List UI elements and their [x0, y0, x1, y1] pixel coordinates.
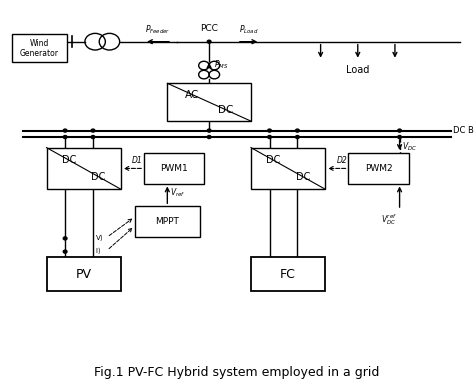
- Bar: [251, 147, 325, 189]
- Circle shape: [63, 129, 67, 132]
- Text: $V_{DC}^{ref}$: $V_{DC}^{ref}$: [381, 212, 397, 227]
- Text: PWM2: PWM2: [365, 164, 392, 173]
- Text: DC: DC: [296, 172, 310, 182]
- Circle shape: [398, 129, 401, 132]
- Circle shape: [295, 129, 299, 132]
- Text: Fig.1 PV-FC Hybrid system employed in a grid: Fig.1 PV-FC Hybrid system employed in a …: [94, 366, 380, 379]
- Bar: [251, 257, 325, 291]
- Circle shape: [398, 135, 401, 139]
- Text: Load: Load: [346, 65, 369, 75]
- Text: $P_{MS}$: $P_{MS}$: [214, 58, 228, 71]
- Circle shape: [295, 135, 299, 139]
- Circle shape: [63, 250, 67, 253]
- Text: AC: AC: [185, 90, 200, 100]
- Text: PV: PV: [76, 268, 91, 281]
- Text: DC: DC: [62, 155, 76, 165]
- Text: Wind
Generator: Wind Generator: [20, 39, 59, 58]
- Bar: [348, 153, 409, 183]
- Circle shape: [268, 135, 272, 139]
- Text: $V_{DC}$: $V_{DC}$: [402, 141, 417, 153]
- Text: DC: DC: [266, 155, 281, 165]
- Text: DC: DC: [91, 172, 106, 182]
- Circle shape: [207, 129, 211, 132]
- Bar: [46, 147, 121, 189]
- Text: D2: D2: [337, 156, 347, 165]
- Text: PWM1: PWM1: [160, 164, 188, 173]
- Text: $V_{ref}$: $V_{ref}$: [170, 186, 185, 199]
- Text: I$\rangle$: I$\rangle$: [95, 245, 101, 256]
- Bar: [167, 83, 251, 121]
- Circle shape: [207, 40, 211, 43]
- Text: $P_{Load}$: $P_{Load}$: [239, 24, 258, 36]
- Text: DC Bus: DC Bus: [453, 126, 474, 135]
- Text: FC: FC: [280, 268, 296, 281]
- Bar: [12, 34, 67, 63]
- Text: PCC: PCC: [200, 24, 218, 33]
- Circle shape: [91, 129, 95, 132]
- Text: D1: D1: [132, 156, 143, 165]
- Text: $P_{Feeder}$: $P_{Feeder}$: [146, 24, 171, 36]
- Bar: [135, 206, 200, 237]
- Bar: [144, 153, 204, 183]
- Bar: [46, 257, 121, 291]
- Circle shape: [91, 135, 95, 139]
- Circle shape: [63, 135, 67, 139]
- Text: V$\rangle$: V$\rangle$: [95, 232, 104, 243]
- Circle shape: [63, 237, 67, 240]
- Circle shape: [207, 135, 211, 139]
- Text: DC: DC: [218, 105, 234, 115]
- Circle shape: [268, 129, 272, 132]
- Text: MPPT: MPPT: [155, 217, 179, 226]
